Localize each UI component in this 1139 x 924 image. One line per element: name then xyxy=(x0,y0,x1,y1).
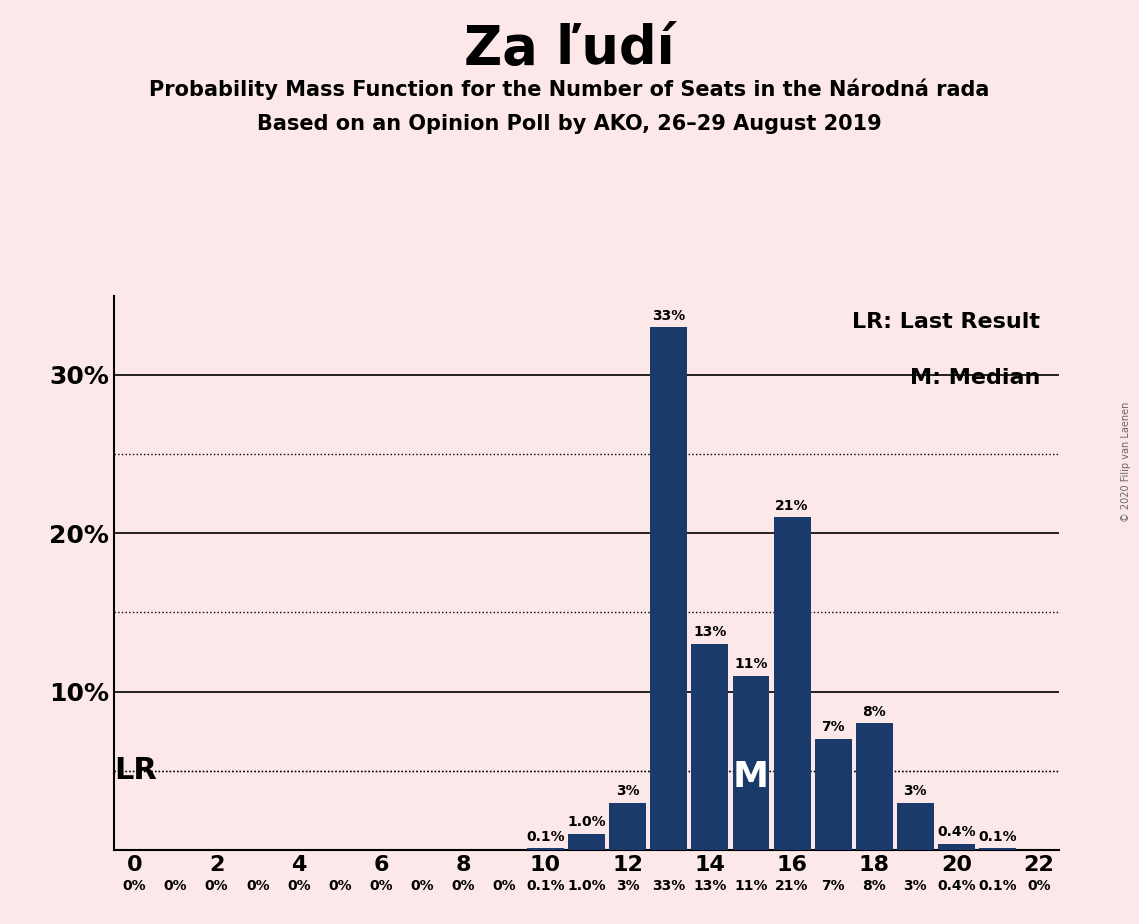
Text: LR: Last Result: LR: Last Result xyxy=(852,312,1040,333)
Text: 0%: 0% xyxy=(246,879,270,893)
Bar xyxy=(609,803,646,850)
Bar xyxy=(980,848,1016,850)
Text: 33%: 33% xyxy=(653,309,686,322)
Text: LR: LR xyxy=(114,757,157,785)
Text: 13%: 13% xyxy=(694,879,727,893)
Text: Za ľudí: Za ľudí xyxy=(465,23,674,75)
Text: 0%: 0% xyxy=(205,879,229,893)
Bar xyxy=(568,834,605,850)
Text: 7%: 7% xyxy=(821,721,845,735)
Text: 3%: 3% xyxy=(616,879,639,893)
Text: 11%: 11% xyxy=(735,879,768,893)
Text: 0.1%: 0.1% xyxy=(526,830,565,844)
Bar xyxy=(855,723,893,850)
Text: 8%: 8% xyxy=(862,879,886,893)
Text: 0%: 0% xyxy=(1027,879,1050,893)
Text: 11%: 11% xyxy=(735,657,768,671)
Text: 0.4%: 0.4% xyxy=(937,879,976,893)
Text: 3%: 3% xyxy=(903,879,927,893)
Text: 0.1%: 0.1% xyxy=(978,830,1017,844)
Text: Based on an Opinion Poll by AKO, 26–29 August 2019: Based on an Opinion Poll by AKO, 26–29 A… xyxy=(257,114,882,134)
Text: 21%: 21% xyxy=(776,499,809,513)
Text: 0%: 0% xyxy=(123,879,146,893)
Text: 0%: 0% xyxy=(164,879,188,893)
Text: 1.0%: 1.0% xyxy=(567,816,606,830)
Text: M: Median: M: Median xyxy=(910,368,1040,388)
Text: 0.1%: 0.1% xyxy=(526,879,565,893)
Bar xyxy=(896,803,934,850)
Text: 1.0%: 1.0% xyxy=(567,879,606,893)
Text: 0%: 0% xyxy=(287,879,311,893)
Bar xyxy=(814,739,852,850)
Text: 0%: 0% xyxy=(451,879,475,893)
Text: 0.4%: 0.4% xyxy=(937,825,976,839)
Text: M: M xyxy=(734,760,769,794)
Bar xyxy=(773,517,811,850)
Text: 0%: 0% xyxy=(492,879,516,893)
Text: 21%: 21% xyxy=(776,879,809,893)
Bar xyxy=(650,327,687,850)
Text: 0%: 0% xyxy=(369,879,393,893)
Text: 0%: 0% xyxy=(410,879,434,893)
Bar xyxy=(939,844,975,850)
Text: 33%: 33% xyxy=(653,879,686,893)
Text: 0.1%: 0.1% xyxy=(978,879,1017,893)
Text: 3%: 3% xyxy=(616,784,639,797)
Bar xyxy=(527,848,564,850)
Text: 3%: 3% xyxy=(903,784,927,797)
Text: 0%: 0% xyxy=(328,879,352,893)
Bar xyxy=(732,675,770,850)
Bar xyxy=(691,644,729,850)
Text: Probability Mass Function for the Number of Seats in the Národná rada: Probability Mass Function for the Number… xyxy=(149,79,990,100)
Text: 8%: 8% xyxy=(862,705,886,719)
Text: © 2020 Filip van Laenen: © 2020 Filip van Laenen xyxy=(1121,402,1131,522)
Text: 13%: 13% xyxy=(694,626,727,639)
Text: 7%: 7% xyxy=(821,879,845,893)
